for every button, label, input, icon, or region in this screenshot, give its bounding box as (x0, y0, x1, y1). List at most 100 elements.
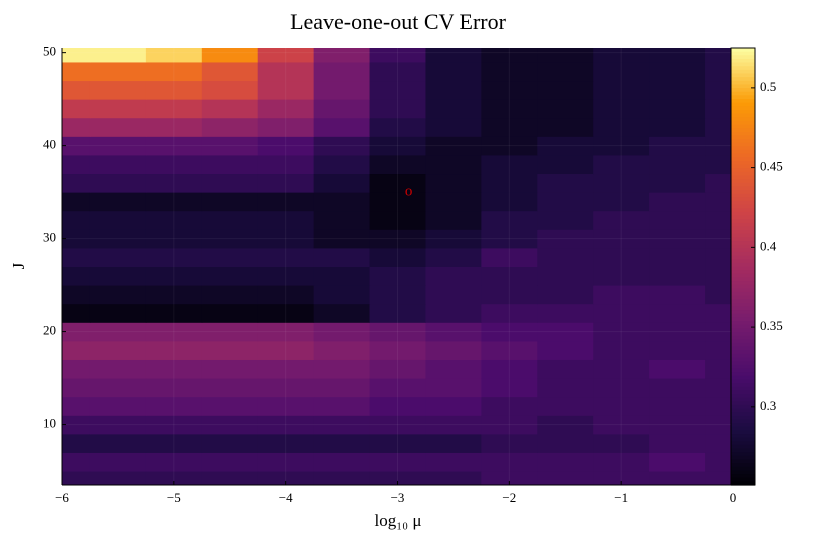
colorbar-tick-label: 0.45 (760, 159, 783, 174)
heat-cell (425, 340, 482, 360)
heat-cell (313, 285, 371, 305)
heat-cell (425, 210, 482, 230)
heat-cell (425, 154, 482, 175)
colorbar-swatch (731, 401, 755, 406)
heat-cell (705, 229, 733, 249)
colorbar-swatch (731, 157, 755, 162)
heat-cell (705, 80, 733, 100)
heat-cell (537, 266, 594, 286)
heat-cell (481, 433, 538, 453)
heat-cell (201, 303, 259, 323)
heat-cell (481, 285, 538, 305)
heat-cell (425, 303, 482, 323)
heat-cell (705, 154, 733, 175)
heat-cell (481, 192, 538, 212)
heat-cell (481, 229, 538, 249)
heat-cell (369, 192, 426, 212)
colorbar-swatch (731, 230, 755, 235)
heat-cell (201, 210, 259, 230)
colorbar-swatch (731, 364, 755, 370)
heat-cell (369, 433, 426, 453)
heat-cell (705, 117, 733, 137)
heat-cell (369, 452, 426, 472)
heat-cell (537, 173, 594, 193)
heat-cell (201, 266, 259, 286)
heat-cell (89, 303, 147, 323)
colorbar-swatch (731, 419, 755, 424)
heat-cell (537, 99, 594, 119)
heat-cell (425, 266, 482, 286)
heat-cell (257, 471, 315, 485)
heat-cell (649, 48, 706, 63)
heat-cell (425, 192, 482, 212)
heat-cell (649, 99, 706, 119)
colorbar-swatch (731, 186, 755, 191)
colorbar-swatch (731, 98, 755, 104)
heat-cell (537, 210, 594, 230)
heat-cell (369, 285, 426, 305)
heat-cell (145, 322, 203, 342)
heat-cell (369, 322, 426, 342)
heat-cell (145, 359, 203, 379)
heat-cell (369, 247, 426, 267)
colorbar-swatch (731, 270, 755, 275)
heat-cell (89, 471, 147, 485)
heat-cell (649, 80, 706, 100)
heat-cell (145, 210, 203, 230)
heat-cell (593, 359, 650, 379)
x-tick-label: −6 (55, 490, 69, 505)
heat-cell (369, 378, 426, 398)
colorbar-swatch (731, 321, 755, 326)
colorbar-swatch (731, 204, 755, 209)
colorbar-swatch (731, 66, 755, 71)
heat-cell (537, 303, 594, 323)
heat-cell (145, 285, 203, 305)
heat-cell (257, 61, 315, 82)
heat-cell (145, 173, 203, 193)
heat-cell (62, 322, 91, 342)
colorbar-swatch (731, 262, 755, 268)
heat-cell (481, 210, 538, 230)
heat-cell (62, 61, 91, 82)
heat-cell (537, 359, 594, 379)
annotation: o (405, 184, 413, 200)
heat-cell (369, 229, 426, 249)
heat-cell (481, 415, 538, 435)
heat-cell (593, 452, 650, 472)
heat-cell (257, 359, 315, 379)
heat-cell (705, 415, 733, 435)
heat-cell (201, 154, 259, 175)
heat-cell (89, 99, 147, 119)
heat-cell (425, 117, 482, 137)
heat-cell (537, 340, 594, 360)
heat-cell (481, 452, 538, 472)
heat-cell (649, 322, 706, 342)
heat-cell (145, 192, 203, 212)
colorbar-swatch (731, 190, 755, 195)
heat-cell (425, 80, 482, 100)
colorbar-swatch (731, 332, 755, 337)
colorbar-swatch (731, 208, 755, 213)
heat-cell (425, 61, 482, 82)
heat-cell (313, 99, 371, 119)
heat-cell (62, 99, 91, 119)
heat-cell (313, 266, 371, 286)
heat-cell (481, 154, 538, 175)
heat-cell (593, 210, 650, 230)
heat-cell (145, 452, 203, 472)
colorbar-swatch (731, 281, 755, 286)
heat-cell (537, 136, 594, 156)
chart-title: Leave-one-out CV Error (290, 9, 507, 34)
heat-cell (201, 471, 259, 485)
heat-cell (313, 378, 371, 398)
colorbar-swatch (731, 390, 755, 395)
heat-cell (62, 247, 91, 267)
heat-cell (425, 173, 482, 193)
colorbar-swatch (731, 452, 755, 457)
heat-cell (537, 378, 594, 398)
colorbar-swatch (731, 437, 755, 442)
heat-cell (537, 154, 594, 175)
colorbar-swatch (731, 477, 755, 482)
colorbar-swatch (731, 248, 755, 253)
heat-cell (649, 266, 706, 286)
